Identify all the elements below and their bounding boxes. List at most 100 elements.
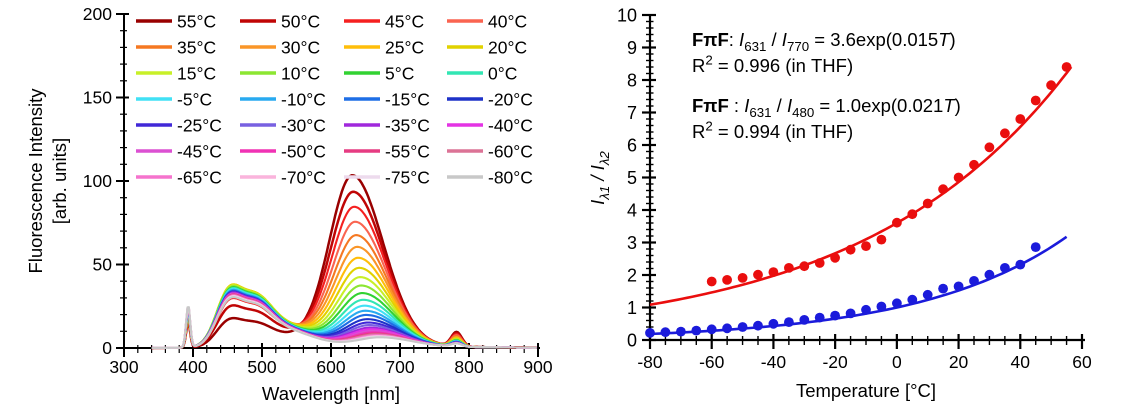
scatter-point [845,308,856,319]
scatter-point [1030,95,1041,106]
scatter-point [969,276,979,286]
scatter-point [938,184,948,195]
y-tick-label: 5 [627,168,637,188]
x-tick-label: 0 [892,352,902,372]
scatter-point [691,325,702,336]
series-I631-I480 [645,235,1068,338]
legend-item-10°C: 10°C [240,64,320,84]
legend-label: -5°C [177,90,212,110]
spectra-svg: 300 400 500 600 700 800 900 0 50 100 150 200 Wavelen… [25,4,553,404]
scatter-point [814,258,825,268]
legend-item--30°C: -30°C [240,116,326,136]
legend-label: -25°C [177,116,222,136]
scatter-point [814,312,825,323]
legend-label: -60°C [488,142,533,162]
scatter-point [645,328,655,338]
scatter-point [876,234,887,245]
scatter-point [706,276,717,287]
legend-label: 40°C [488,12,527,32]
legend-item-35°C: 35°C [136,38,216,58]
legend-label: -10°C [281,90,326,110]
legend-item--80°C: -80°C [447,168,533,188]
y-tick-label: 1 [627,298,637,318]
x-tick-label: -20 [822,352,848,372]
legend-item--75°C: -75°C [344,168,430,188]
legend-item--55°C: -55°C [344,142,430,162]
legend-label: -35°C [385,116,430,136]
legend: 55°C 50°C 45°C 40°C 35°C 30°C 25°C 20°C 15°C 10°C… [136,12,533,188]
y-tick-label: 9 [627,38,637,58]
y-tick-label: 6 [627,136,637,156]
legend-label: 50°C [281,12,320,32]
legend-item--15°C: -15°C [344,90,430,110]
scatter-point [660,327,671,338]
legend-label: 20°C [488,38,527,58]
scatter-point [861,241,871,252]
x-tick-label: 700 [385,357,414,377]
scatter-point [1015,259,1026,270]
scatter-point [753,320,763,331]
legend-item-0°C: 0°C [447,64,517,84]
fit-line [649,66,1073,307]
scatter-point [922,198,933,209]
legend-item-25°C: 25°C [344,38,424,58]
legend-item--65°C: -65°C [136,168,222,188]
y-tick-label: 0 [102,338,112,358]
scatter-point [907,294,918,305]
legend-label: -40°C [488,116,533,136]
y-tick-label: 50 [93,255,113,275]
scatter-point [676,326,686,337]
y-tick-label: 0 [627,331,637,351]
scatter-point [1000,128,1010,139]
legend-item--45°C: -45°C [136,142,222,162]
fit-line [649,235,1068,336]
scatter-point [892,298,902,309]
scatter-point [861,304,871,315]
legend-label: -80°C [488,168,533,188]
legend-item--60°C: -60°C [447,142,533,162]
y-tick-label: 200 [83,4,112,24]
legend-item-40°C: 40°C [447,12,527,32]
legend-item-55°C: 55°C [136,12,216,32]
legend-item--25°C: -25°C [136,116,222,136]
scatter-point [876,301,887,312]
series-I631-I770 [649,62,1073,307]
x-tick-label: -60 [699,352,725,372]
spectrum-curve-45°C [151,205,537,350]
x-tick-label: -40 [761,352,787,372]
scatter-point [768,318,779,329]
legend-label: 5°C [385,64,414,84]
x-tick-label: -80 [637,352,663,372]
spectrum-curve--80°C [151,296,537,350]
ratio-chart: -80 -60 -40 -20 0 20 40 60 0 1 2 3 4 5 6 7 8 9 10 Temperatu… [570,0,1145,420]
scatter-point [845,244,856,255]
x-tick-label: 40 [1011,352,1031,372]
y-tick-label: 7 [627,103,637,123]
legend-item-50°C: 50°C [240,12,320,32]
x-tick-label: 600 [316,357,345,377]
scatter-point [784,263,794,273]
y-axis-title: Iλ1 / Iλ2 [587,151,612,205]
scatter-point [938,283,948,294]
y-tick-label: 100 [83,171,112,191]
spectra-chart: 300 400 500 600 700 800 900 0 50 100 150 200 Wavelen… [0,0,570,420]
legend-label: -45°C [177,142,222,162]
legend-label: 45°C [385,12,424,32]
annotation-1-r2: R2 = 0.996 (in THF) [692,53,853,76]
y-tick-label: 4 [627,201,637,221]
scatter-point [830,310,840,321]
scatter-point [922,289,933,300]
y-tick-label: 3 [627,233,637,253]
legend-item--35°C: -35°C [344,116,430,136]
ratio-svg: -80 -60 -40 -20 0 20 40 60 0 1 2 3 4 5 6 7 8 9 10 Temperatu… [587,6,1092,402]
y-axis-title-line1: Fluorescence Intensity [25,88,46,274]
annotation-2-r2: R2 = 0.994 (in THF) [692,119,853,142]
scatter-point [1000,263,1010,273]
legend-label: 35°C [177,38,216,58]
scatter-point [969,159,979,170]
scatter-point [706,324,717,335]
legend-item-5°C: 5°C [344,64,414,84]
ratio-axes [642,13,1085,349]
legend-item-45°C: 45°C [344,12,424,32]
scatter-point [953,172,964,183]
